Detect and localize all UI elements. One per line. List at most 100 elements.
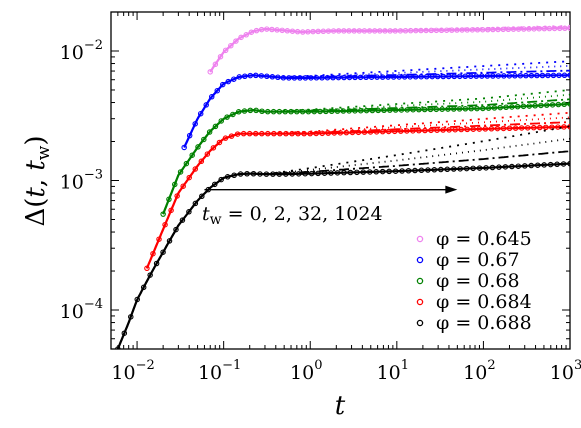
y-label-t: t [21,187,51,198]
data-point [234,131,241,137]
data-point [404,128,410,134]
data-point [531,26,537,32]
series-layer [115,24,570,349]
data-point [556,72,562,79]
data-point [235,109,242,115]
data-point [371,28,378,34]
data-point [192,166,199,172]
data-point [341,169,347,176]
data-point [386,168,392,175]
data-point [532,103,538,109]
data-point [520,26,527,32]
data-point [561,124,567,130]
data-point [354,169,360,176]
data-point [397,28,404,34]
data-point [416,106,422,113]
data-point [509,104,515,110]
axis-ticks [110,11,571,350]
data-point [496,164,502,170]
data-point [506,73,513,79]
data-point [311,108,318,115]
series-line-0 [209,27,570,73]
data-point [328,108,335,115]
series-line-1 [162,98,570,215]
data-point [556,25,563,32]
data-point [279,27,285,34]
data-point [410,106,416,113]
data-point [319,130,325,137]
data-point [186,174,192,181]
data-point [224,174,231,180]
data-point [352,74,358,81]
data-point [431,167,438,173]
legend-item-0.688: φ = 0.688 [416,312,532,334]
data-point [210,145,217,151]
data-point [539,72,546,79]
data-point [218,176,224,183]
data-point [474,27,481,33]
data-point [301,130,307,137]
data-point [497,104,504,111]
data-point [321,170,328,176]
data-point [534,72,540,79]
data-point [153,260,160,267]
tick-labels: 10−2 10−1 100 101 102 103 10−4 10−3 10−2 [60,38,581,384]
data-point [337,130,344,136]
annotation-text: tw = 0, 2, 32, 1024 [202,203,383,228]
data-point [503,104,509,111]
data-point [334,108,341,114]
data-point [518,125,525,131]
data-point [554,161,560,168]
data-point [377,28,383,34]
data-point [541,162,547,168]
data-point [263,171,270,177]
data-point [379,128,386,135]
data-point [258,26,265,33]
data-point [230,111,236,118]
data-point [462,106,469,112]
data-point [214,87,220,94]
data-point [264,73,270,80]
data-point [225,78,232,85]
data-point [555,101,562,108]
data-point [561,72,568,79]
data-point [526,103,533,109]
data-point [476,126,483,132]
data-point [485,105,492,111]
data-point [490,73,496,79]
data-point [438,27,445,34]
data-point [315,28,321,35]
data-point [134,296,140,303]
data-point [398,107,405,113]
data-point [180,183,186,189]
data-point [451,106,457,112]
data-point [567,25,570,31]
series-line-2 [117,137,570,349]
data-point [524,125,531,131]
data-point [228,42,234,49]
data-point [253,107,259,114]
data-point [514,103,521,110]
data-point [446,127,452,133]
data-point [490,26,496,33]
data-point [244,170,250,177]
data-point [308,75,314,81]
data-point [222,135,229,141]
data-point [186,209,192,215]
data-point [544,102,550,108]
data-point [166,196,172,203]
data-point [392,168,399,174]
data-point [434,73,441,80]
data-point [363,74,369,81]
data-point [484,73,491,79]
x-tick-label: 100 [290,358,322,384]
data-point [445,106,451,112]
data-point [240,130,247,137]
data-point [264,26,270,32]
data-point [412,74,419,80]
data-point [561,101,567,108]
data-point [282,108,288,115]
data-point [530,124,537,131]
data-point [402,28,409,34]
data-point [390,74,397,80]
